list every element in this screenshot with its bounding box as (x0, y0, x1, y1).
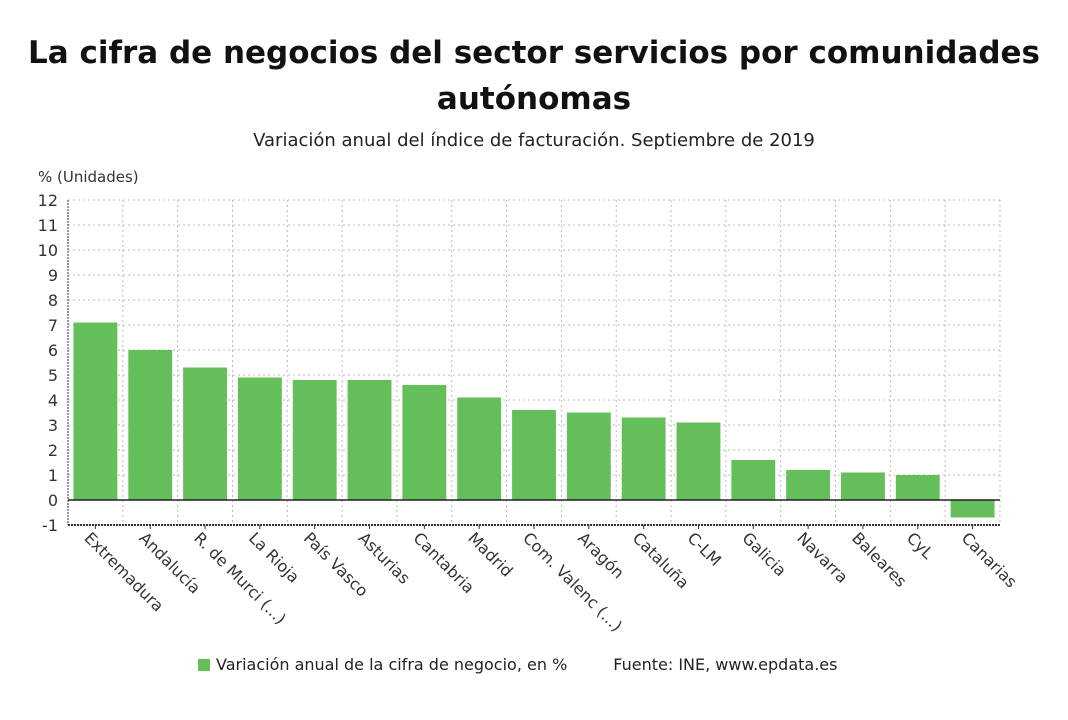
y-tick-label: 5 (48, 366, 58, 385)
y-tick-label: 9 (48, 266, 58, 285)
x-tick-label: Baleares (848, 528, 910, 590)
y-tick-label: 1 (48, 466, 58, 485)
legend: Variación anual de la cifra de negocio, … (198, 655, 837, 674)
y-tick-label: 7 (48, 316, 58, 335)
x-tick-label: Galicia (738, 528, 790, 580)
x-tick-label: C-LM (684, 528, 725, 569)
x-tick-label: Canarias (958, 528, 1021, 591)
y-tick-label: 2 (48, 441, 58, 460)
chart-title: La cifra de negocios del sector servicio… (28, 35, 1040, 117)
y-tick-label: 6 (48, 341, 58, 360)
y-tick-label: 4 (48, 391, 58, 410)
y-tick-label: 8 (48, 291, 58, 310)
y-tick-label: 12 (38, 191, 58, 210)
bar-4 (237, 377, 282, 500)
bar-6 (347, 380, 392, 500)
bar-5 (292, 380, 337, 500)
y-tick-label: 3 (48, 416, 58, 435)
x-tick-label: Madrid (464, 528, 516, 580)
y-axis-label: % (Unidades) (38, 168, 139, 186)
bar-15 (841, 472, 885, 500)
bar-11 (621, 417, 666, 500)
bar-3 (183, 367, 227, 500)
y-tick-label: -1 (42, 516, 58, 535)
legend-label: Variación anual de la cifra de negocio, … (216, 655, 568, 674)
y-tick-label: 0 (48, 491, 58, 510)
legend-swatch (198, 658, 210, 671)
bar-13 (731, 460, 776, 500)
x-tick-label: Aragón (574, 528, 628, 582)
bar-16 (895, 475, 940, 500)
bar-9 (512, 410, 556, 500)
bar-17 (950, 500, 995, 518)
x-tick-label: Navarra (793, 528, 852, 587)
bar-7 (402, 385, 447, 500)
y-tick-label: 10 (38, 241, 58, 260)
bar-8 (457, 397, 502, 500)
bar-1 (73, 322, 118, 500)
x-tick-label: R. de Murci (...) (190, 528, 290, 628)
source-note: Fuente: INE, www.epdata.es (613, 655, 838, 674)
y-tick-label: 11 (38, 216, 58, 235)
bar-14 (786, 470, 831, 500)
bar-2 (128, 350, 173, 500)
bar-12 (676, 422, 721, 500)
chart-subtitle: Variación anual del índice de facturació… (253, 130, 815, 151)
x-tick-label: Com. Valenc (...) (519, 528, 626, 635)
bar-10 (566, 412, 611, 500)
x-tick-label: CyL (903, 528, 937, 562)
x-tick-label: Cataluña (629, 528, 693, 592)
